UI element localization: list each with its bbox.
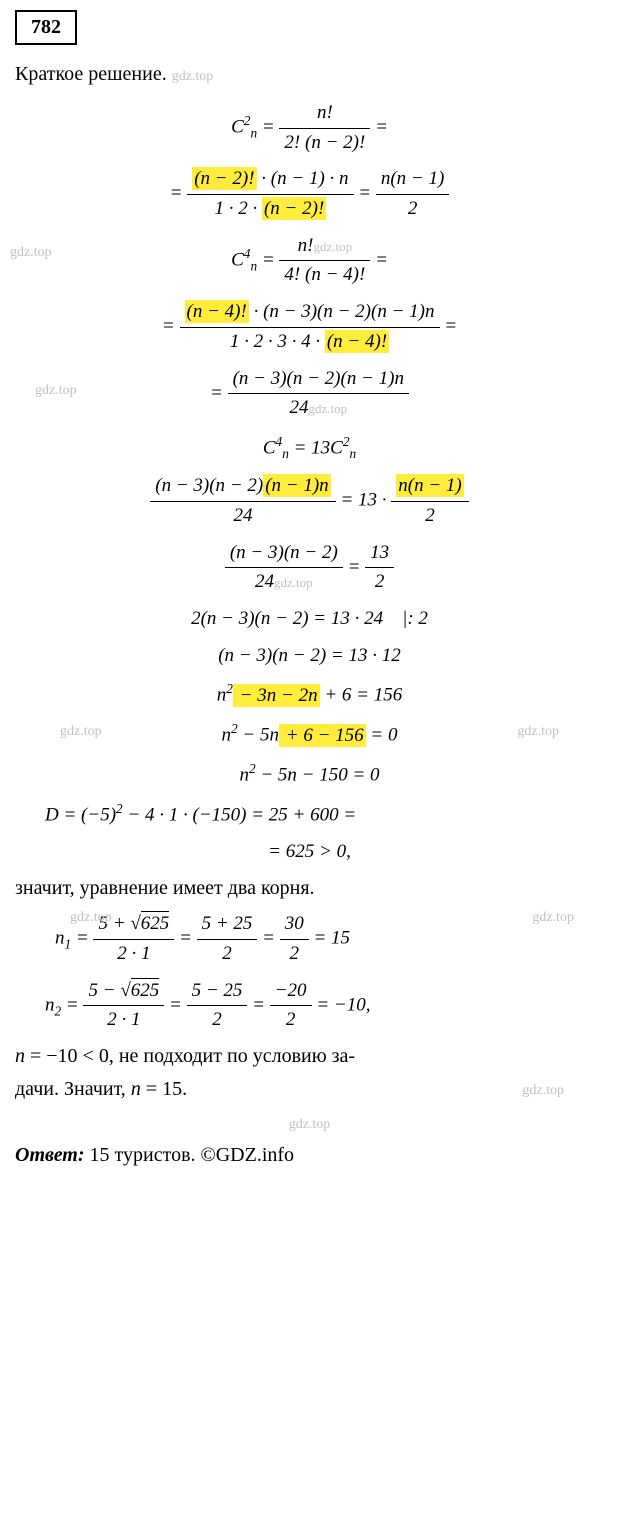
answer-text: 15 туристов. — [85, 1144, 201, 1166]
answer-label: Ответ: — [15, 1144, 85, 1166]
watermark: gdz.top — [10, 244, 52, 262]
heading-text: Краткое решение. — [15, 63, 167, 85]
formula-line-15: = 625 > 0, — [15, 840, 604, 865]
formula-line-2: = (n − 2)! · (n − 1) · n 1 · 2 · (n − 2)… — [15, 167, 604, 221]
watermark: gdz.top — [70, 909, 112, 927]
not-suitable-2: дачи. Значит, n = 15. gdz.top — [15, 1078, 604, 1101]
solution-heading: Краткое решение. gdz.top — [15, 63, 604, 86]
watermark: gdz.top — [289, 1117, 331, 1132]
formula-n2: n2 = 5 − 625 2 · 1 = 5 − 25 2 = −20 2 = … — [15, 979, 604, 1033]
answer-line: Ответ: 15 туристов. ©GDZ.info — [15, 1144, 604, 1167]
watermark: gdz.top — [172, 69, 214, 84]
two-roots-text: значит, уравнение имеет два корня. — [15, 877, 604, 900]
copyright: ©GDZ.info — [201, 1144, 295, 1166]
not-suitable-1: n = −10 < 0, не подходит по условию за- — [15, 1045, 604, 1068]
formula-line-8: (n − 3)(n − 2) 24gdz.top = 13 2 — [15, 541, 604, 595]
watermark: gdz.top — [60, 723, 102, 741]
formula-line-14: D = (−5)2 − 4 · 1 · (−150) = 25 + 600 = — [15, 800, 604, 828]
document-container: 782 Краткое решение. gdz.top C2n = n! 2!… — [0, 0, 619, 1187]
formula-line-1: C2n = n! 2! (n − 2)! = — [15, 101, 604, 155]
formula-n1: gdz.top n1 = 5 + 625 2 · 1 = 5 + 25 2 = … — [15, 912, 604, 966]
watermark: gdz.top — [532, 909, 574, 927]
formula-line-5: gdz.top = (n − 3)(n − 2)(n − 1)n 24gdz.t… — [15, 367, 604, 421]
formula-line-11: n2 − 3n − 2n + 6 = 156 — [15, 680, 604, 708]
watermark: gdz.top — [522, 1083, 564, 1099]
formula-line-10: (n − 3)(n − 2) = 13 · 12 — [15, 644, 604, 669]
watermark: gdz.top — [517, 723, 559, 741]
formula-line-13: n2 − 5n − 150 = 0 — [15, 760, 604, 788]
formula-line-4: = (n − 4)! · (n − 3)(n − 2)(n − 1)n 1 · … — [15, 300, 604, 354]
formula-line-7: (n − 3)(n − 2)(n − 1)n 24 = 13 · n(n − 1… — [15, 474, 604, 528]
watermark: gdz.top — [35, 382, 77, 400]
formula-line-3: gdz.top C4n = n!gdz.top 4! (n − 4)! = — [15, 234, 604, 288]
formula-line-12: gdz.top n2 − 5n + 6 − 156 = 0 gdz.top — [15, 720, 604, 748]
formula-line-6: C4n = 13C2n — [15, 433, 604, 462]
problem-number-box: 782 — [15, 10, 77, 45]
watermark-line: gdz.top — [15, 1111, 604, 1134]
formula-line-9: 2(n − 3)(n − 2) = 13 · 24 |: 2 — [15, 607, 604, 632]
